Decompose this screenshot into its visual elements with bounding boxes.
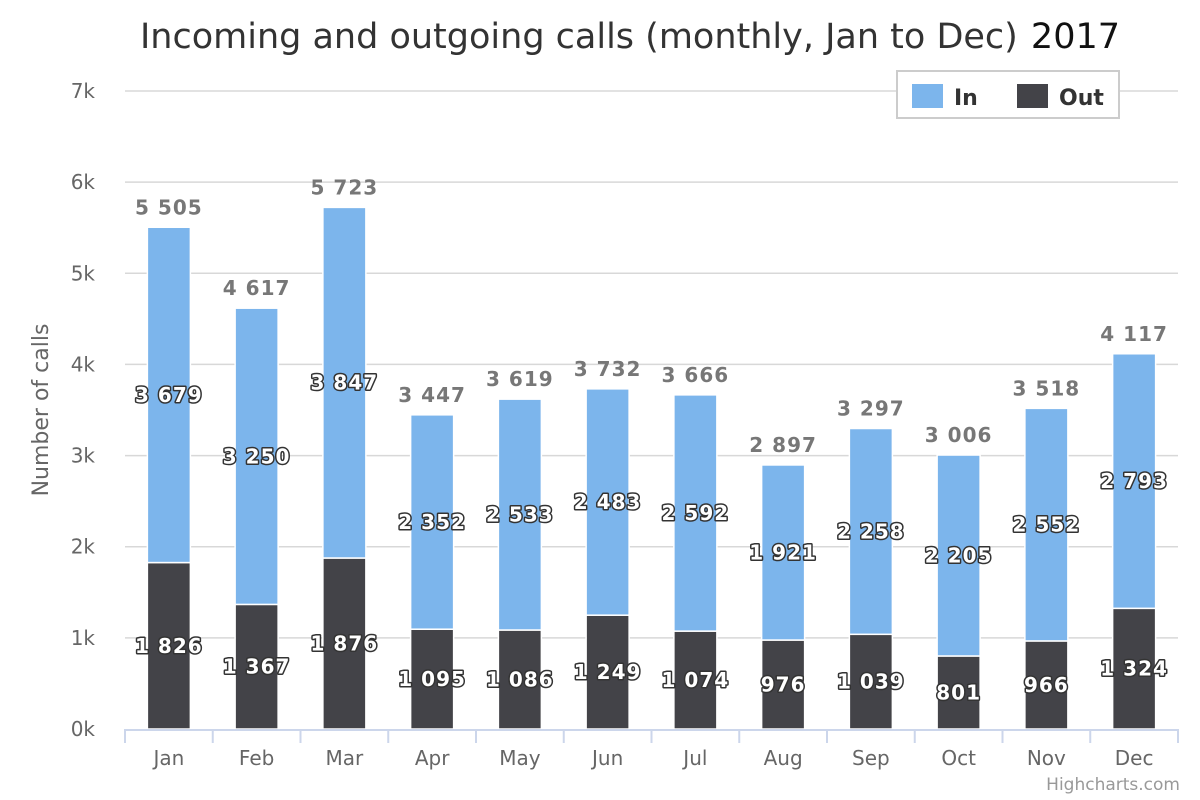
- bar-in[interactable]: [848, 427, 894, 636]
- x-tick-label: Mar: [326, 746, 365, 770]
- bar-in[interactable]: [936, 454, 981, 657]
- y-axis-label: Number of calls: [29, 324, 54, 497]
- data-label-out: 1 367: [223, 655, 291, 679]
- x-tick-label: Jul: [681, 746, 707, 770]
- data-label-total: 3 006: [925, 423, 993, 447]
- data-label-total: 3 619: [486, 367, 554, 391]
- bar-in[interactable]: [497, 398, 543, 631]
- bar-in[interactable]: [585, 388, 630, 616]
- chart-title: Incoming and outgoing calls (monthly, Ja…: [140, 17, 1120, 57]
- data-label-in: 2 258: [837, 519, 905, 543]
- data-label-in: 3 847: [311, 371, 379, 395]
- chart-title-text: Incoming and outgoing calls (monthly, Ja…: [140, 17, 1018, 57]
- data-label-in: 2 793: [1100, 469, 1168, 493]
- data-label-total: 3 732: [574, 357, 642, 381]
- bar-out[interactable]: [760, 639, 806, 730]
- data-label-out: 1 826: [135, 634, 203, 658]
- gridlines: [125, 90, 1178, 639]
- legend-label: Out: [1059, 86, 1104, 111]
- bar-out[interactable]: [1024, 640, 1069, 730]
- x-tick-label: Feb: [239, 746, 274, 770]
- data-label-in: 3 679: [135, 383, 203, 407]
- data-label-in: 2 205: [925, 544, 993, 568]
- legend-item-out[interactable]: Out: [1017, 84, 1104, 111]
- x-tick-label: Jan: [151, 746, 184, 770]
- y-tick-label: 2k: [71, 535, 96, 559]
- data-label-in: 3 250: [223, 444, 291, 468]
- data-label-out: 1 876: [311, 632, 379, 656]
- x-tick-label: Oct: [941, 746, 976, 770]
- bar-out[interactable]: [409, 628, 455, 730]
- y-tick-label: 1k: [71, 626, 96, 650]
- legend-item-in[interactable]: In: [912, 84, 978, 111]
- chart-title-year: 2017: [1031, 17, 1120, 57]
- x-tick-label: Sep: [852, 746, 890, 770]
- data-label-total: 3 447: [398, 383, 466, 407]
- data-label-in: 2 352: [398, 510, 466, 534]
- bar-in[interactable]: [409, 414, 455, 630]
- y-axis: 0k 1k 2k 3k 4k 5k 6k 7k: [71, 79, 96, 741]
- legend[interactable]: In Out: [896, 70, 1120, 119]
- bar-in[interactable]: [1111, 353, 1157, 610]
- credits-link[interactable]: Highcharts.com: [1046, 775, 1180, 795]
- data-label-total: 3 666: [662, 363, 730, 387]
- bar-in[interactable]: [322, 206, 367, 559]
- legend-label: In: [954, 86, 978, 111]
- bar-out[interactable]: [1111, 607, 1157, 730]
- bar-in[interactable]: [760, 464, 806, 641]
- data-label-in: 2 592: [662, 501, 730, 525]
- data-label-out: 1 095: [398, 667, 466, 691]
- data-label-in: 2 533: [486, 503, 554, 527]
- data-labels: 1 826 3 679 5 505 1 367 3 250 4 617 1 876 3 847…: [134, 175, 1169, 706]
- legend-swatch: [1017, 84, 1048, 108]
- x-tick-label: Nov: [1027, 746, 1066, 770]
- bar-out[interactable]: [322, 557, 367, 730]
- data-label-in: 1 921: [749, 541, 817, 565]
- bar-out[interactable]: [848, 633, 894, 730]
- data-label-out: 1 249: [574, 660, 642, 684]
- data-label-total: 4 617: [223, 276, 291, 300]
- y-tick-label: 7k: [71, 79, 96, 103]
- y-tick-label: 0k: [71, 717, 96, 741]
- data-label-total: 3 518: [1013, 376, 1081, 400]
- data-label-out: 1 324: [1100, 657, 1168, 681]
- bar-out[interactable]: [234, 603, 279, 730]
- data-label-total: 5 505: [135, 195, 203, 219]
- x-tick-label: Jun: [590, 746, 623, 770]
- y-tick-label: 6k: [71, 170, 96, 194]
- bar-out[interactable]: [585, 614, 630, 730]
- x-tick-label: May: [499, 746, 541, 770]
- bar-in[interactable]: [1024, 407, 1069, 642]
- bar-out[interactable]: [673, 630, 718, 730]
- bar-in[interactable]: [146, 226, 192, 564]
- x-tick-label: Aug: [764, 746, 803, 770]
- x-axis: Jan Feb Mar Apr May Jun Jul Aug Sep Oct Nov Dec: [124, 729, 1179, 770]
- bar-in[interactable]: [673, 394, 718, 632]
- data-label-total: 4 117: [1100, 322, 1168, 346]
- y-tick-label: 3k: [71, 444, 96, 468]
- data-label-total: 3 297: [837, 397, 905, 421]
- bars: [146, 206, 1157, 730]
- legend-swatch: [912, 84, 943, 108]
- x-tick-label: Dec: [1115, 746, 1154, 770]
- data-label-total: 5 723: [311, 175, 379, 199]
- y-tick-label: 4k: [71, 352, 96, 376]
- data-label-out: 976: [761, 673, 806, 697]
- data-label-total: 2 897: [749, 433, 817, 457]
- data-label-out: 801: [936, 680, 981, 704]
- data-label-out: 1 074: [662, 668, 730, 692]
- x-tick-label: Apr: [415, 746, 450, 770]
- bar-in[interactable]: [234, 307, 279, 606]
- data-label-out: 1 086: [486, 668, 554, 692]
- data-label-out: 1 039: [837, 670, 905, 694]
- y-tick-label: 5k: [71, 261, 96, 285]
- data-label-out: 966: [1024, 673, 1069, 697]
- data-label-in: 2 552: [1013, 513, 1081, 537]
- data-label-in: 2 483: [574, 490, 642, 514]
